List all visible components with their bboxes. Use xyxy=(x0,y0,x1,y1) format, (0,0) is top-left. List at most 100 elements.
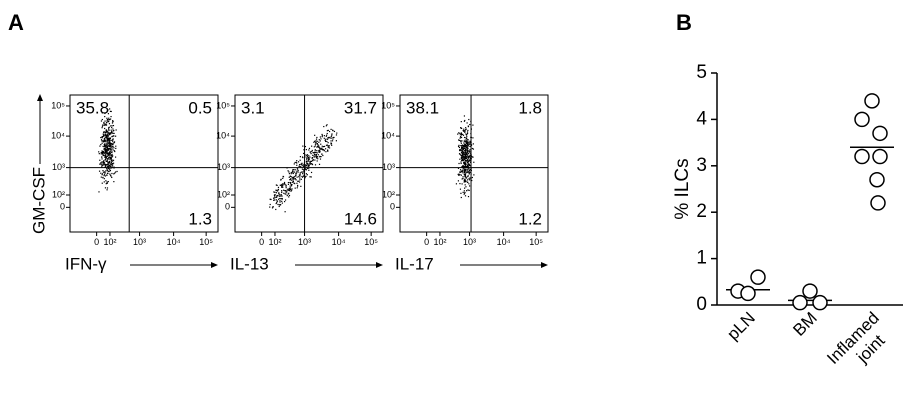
event-dot xyxy=(104,112,106,115)
event-dot xyxy=(291,171,294,173)
event-dot xyxy=(316,160,318,162)
event-dot xyxy=(103,174,105,177)
event-dot xyxy=(468,151,470,153)
event-dot xyxy=(463,155,465,158)
event-dot xyxy=(300,185,302,187)
event-dot xyxy=(103,124,105,126)
event-dot xyxy=(292,178,294,180)
event-dot xyxy=(467,171,469,173)
event-dot xyxy=(459,171,462,173)
event-dot xyxy=(269,206,271,208)
plot-frame xyxy=(69,94,219,233)
event-dot xyxy=(463,179,465,181)
event-dot xyxy=(104,187,107,189)
event-dot xyxy=(327,149,329,151)
point xyxy=(802,283,818,299)
event-dot xyxy=(459,174,461,176)
event-dot xyxy=(105,170,107,172)
event-dot xyxy=(461,144,463,146)
event-dot xyxy=(102,145,104,147)
event-dot xyxy=(316,142,318,145)
event-dot xyxy=(465,150,467,152)
event-dot xyxy=(108,141,110,143)
event-dot xyxy=(294,161,296,164)
event-dot xyxy=(467,160,469,162)
event-dot xyxy=(297,161,300,163)
event-dot xyxy=(466,131,469,133)
event-dot xyxy=(301,168,304,170)
event-dot xyxy=(293,176,295,178)
event-dot xyxy=(101,112,103,114)
event-dot xyxy=(302,145,304,147)
event-dot xyxy=(463,169,465,171)
event-dot xyxy=(463,181,465,183)
event-dot xyxy=(107,154,109,156)
event-dot xyxy=(460,192,462,194)
event-dot xyxy=(280,198,282,200)
event-dot xyxy=(463,120,466,122)
event-dot xyxy=(106,167,108,169)
event-dot xyxy=(102,151,104,153)
arrow-head xyxy=(376,262,383,268)
y-tick-label: 10⁴ xyxy=(381,130,395,140)
event-dot xyxy=(307,158,310,161)
event-dot xyxy=(469,177,471,179)
event-dot xyxy=(109,173,111,175)
x-tick-label: 0 xyxy=(94,237,99,247)
event-dot xyxy=(469,179,471,181)
event-dot xyxy=(460,162,462,165)
event-dot xyxy=(461,169,464,171)
event-dot xyxy=(464,160,466,162)
event-dot xyxy=(467,150,469,153)
event-dot xyxy=(103,181,105,183)
event-dot xyxy=(273,191,275,193)
event-dot xyxy=(457,173,459,176)
event-dot xyxy=(105,142,107,144)
event-dot xyxy=(315,155,317,158)
event-dot xyxy=(101,150,103,152)
event-dot xyxy=(466,170,468,172)
event-dot xyxy=(106,160,108,162)
event-dot xyxy=(296,170,298,172)
event-dot xyxy=(104,124,106,126)
event-dot xyxy=(458,146,461,149)
event-dot xyxy=(111,148,113,150)
y-tick-label: 4 xyxy=(696,108,707,129)
event-dot xyxy=(464,165,466,167)
event-dot xyxy=(289,187,291,189)
event-dot xyxy=(462,154,465,156)
event-dot xyxy=(306,154,308,157)
event-dot xyxy=(464,153,466,156)
event-dot xyxy=(110,115,112,118)
event-dot xyxy=(305,161,307,163)
event-dot xyxy=(273,199,275,201)
event-dot xyxy=(106,140,109,142)
point xyxy=(869,171,885,188)
event-dot xyxy=(459,169,462,171)
event-dot xyxy=(318,141,320,143)
event-dot xyxy=(275,202,277,205)
event-dot xyxy=(465,186,467,188)
event-dot xyxy=(469,156,472,158)
event-dot xyxy=(314,164,317,166)
x-tick-label: 0 xyxy=(259,237,264,247)
event-dot xyxy=(316,152,318,154)
event-dot xyxy=(464,158,466,161)
event-dot xyxy=(466,141,468,143)
event-dot xyxy=(461,178,463,180)
event-dot xyxy=(112,162,115,164)
event-dot xyxy=(109,118,112,120)
event-dot xyxy=(282,183,284,185)
event-dot xyxy=(294,175,296,178)
event-dot xyxy=(101,164,103,166)
event-dot xyxy=(472,124,474,126)
x-tick-label: 10² xyxy=(268,237,281,247)
event-dot xyxy=(467,141,469,143)
event-dot xyxy=(467,153,469,155)
event-dot xyxy=(317,150,320,152)
event-dot xyxy=(326,144,328,146)
y-tick-label: 10⁴ xyxy=(51,130,65,140)
event-dot xyxy=(110,156,113,158)
event-dot xyxy=(325,148,327,150)
event-dot xyxy=(111,139,113,141)
